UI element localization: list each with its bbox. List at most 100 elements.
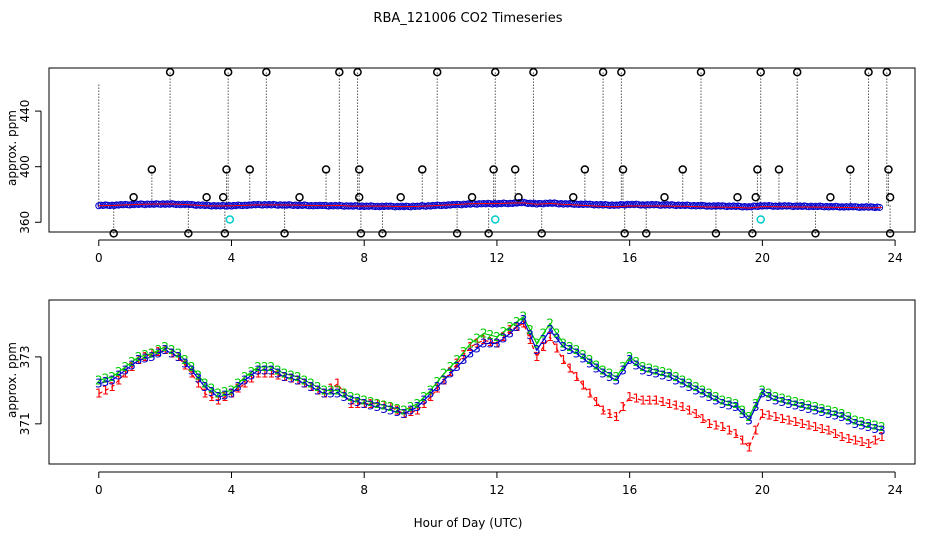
bottom-x-tick-label: 12 <box>489 483 504 497</box>
top-flag-high-point <box>756 67 765 77</box>
bottom-series-1-point: 1 <box>155 345 163 359</box>
bottom-series-1-point: 1 <box>394 403 402 417</box>
top-flag-low-point <box>220 229 230 238</box>
bottom-series-1-point: 1 <box>725 424 733 438</box>
top-flag-mid-point <box>884 165 893 174</box>
bottom-series-2-point: 2 <box>818 402 826 416</box>
bottom-series-2-point: 2 <box>453 353 461 367</box>
bottom-series-1-point: 1 <box>520 316 528 330</box>
bottom-series-2-point: 2 <box>566 340 574 354</box>
bottom-series-1-point: 1 <box>626 390 634 404</box>
bottom-series-1-point: 1 <box>374 397 382 411</box>
top-panel: 0 4 8 12 16 20 24 360 400 440 approx. ppm <box>5 67 916 265</box>
bottom-series-1-point: 1 <box>606 407 614 421</box>
bottom-series-1-point: 1 <box>261 367 269 381</box>
bottom-series-1-point: 1 <box>161 343 169 357</box>
top-flag-near-point <box>396 193 405 202</box>
bottom-series-1-point: 1 <box>367 397 375 411</box>
bottom-series-3-point: 3 <box>745 413 753 427</box>
top-x-tick-label: 24 <box>887 251 902 265</box>
bottom-series-3-point: 3 <box>347 393 355 407</box>
top-flag-near-point <box>295 193 304 202</box>
bottom-series-2-point: 2 <box>639 360 647 374</box>
top-flag-near-point <box>660 193 669 202</box>
bottom-series-1-point: 1 <box>672 398 680 412</box>
bottom-series-1-point: 1 <box>427 390 435 404</box>
bottom-series-2-point: 2 <box>493 330 501 344</box>
bottom-series-3-point: 3 <box>792 398 800 412</box>
bottom-series-3-point: 3 <box>865 420 873 434</box>
bottom-series-3-point: 3 <box>380 402 388 416</box>
bottom-series-3-point: 3 <box>739 407 747 421</box>
bottom-series-1-point: 1 <box>453 357 461 371</box>
top-flag-mid-point <box>245 165 254 174</box>
bottom-series-1-point: 1 <box>825 424 833 438</box>
bottom-series-3-point: 3 <box>274 367 282 381</box>
bottom-y-axis-title: approx. ppm <box>5 342 19 418</box>
bottom-series-2-point: 2 <box>812 400 820 414</box>
bottom-series-3-point: 3 <box>301 377 309 391</box>
bottom-series-1-point: 1 <box>759 407 767 421</box>
bottom-series-2-point: 2 <box>739 403 747 417</box>
bottom-series-1-point: 1 <box>473 337 481 351</box>
bottom-series-2-point: 2 <box>334 383 342 397</box>
top-flag-high-point <box>432 67 442 77</box>
bottom-series-3-point: 3 <box>540 333 548 347</box>
top-flag-high-point <box>598 67 608 77</box>
bottom-series-1-point: 1 <box>440 373 448 387</box>
bottom-series-1-point: 1 <box>599 403 607 417</box>
bottom-series-2-point: 2 <box>533 337 541 351</box>
top-flag-mid-point <box>489 165 498 174</box>
bottom-series-3-point: 3 <box>818 405 826 419</box>
bottom-series-2-point: 2 <box>135 350 143 364</box>
bottom-series-3-point: 3 <box>394 405 402 419</box>
bottom-series-3-point: 3 <box>679 377 687 391</box>
top-flag-high-point <box>864 67 873 77</box>
bottom-series-3-point: 3 <box>825 407 833 421</box>
bottom-series-1-point: 1 <box>447 365 455 379</box>
bottom-series-2-point: 2 <box>327 383 335 397</box>
bottom-series-1-point: 1 <box>878 430 886 444</box>
bottom-series-2-point: 2 <box>546 316 554 330</box>
bottom-x-tick-label: 20 <box>755 483 770 497</box>
bottom-series-3-point: 3 <box>95 377 103 391</box>
top-flag-near-point <box>885 193 895 202</box>
bottom-series-1-point: 1 <box>208 390 216 404</box>
top-flag-low-point <box>109 229 118 238</box>
bottom-series-2-point: 2 <box>141 348 149 362</box>
bottom-series-3-point: 3 <box>261 363 269 377</box>
top-baseline-point <box>617 200 625 208</box>
top-x-tick-label: 12 <box>489 251 504 265</box>
bottom-series-3-point: 3 <box>759 387 767 401</box>
bottom-series-2-point: 2 <box>214 387 222 401</box>
bottom-series-3-point: 3 <box>666 370 674 384</box>
bottom-series-2-point: 2 <box>632 355 640 369</box>
bottom-series-3-point: 3 <box>128 358 136 372</box>
top-x-tick-label: 0 <box>95 251 103 265</box>
top-flag-high-point <box>353 67 362 77</box>
bottom-series-1-point: 1 <box>500 330 508 344</box>
top-flag-mid-point <box>321 165 331 174</box>
bottom-series-2-point: 2 <box>347 390 355 404</box>
bottom-series-3-point: 3 <box>785 397 793 411</box>
top-flag-low-point <box>620 229 629 238</box>
top-flag-high-point <box>882 67 892 77</box>
bottom-series-1-point: 1 <box>871 434 879 448</box>
bottom-series-3-point: 3 <box>851 417 859 431</box>
top-flag-high-point <box>696 67 706 77</box>
bottom-series-2-point: 2 <box>340 387 348 401</box>
bottom-series-2-point: 2 <box>759 383 767 397</box>
bottom-series-3-point: 3 <box>593 362 601 376</box>
bottom-series-1-point: 1 <box>546 330 554 344</box>
bottom-series-2-point: 2 <box>447 360 455 374</box>
bottom-series-2-point: 2 <box>155 343 163 357</box>
bottom-series-3-point: 3 <box>798 400 806 414</box>
bottom-series-2-point: 2 <box>486 328 494 342</box>
bottom-series-2-point: 2 <box>228 383 236 397</box>
bottom-series-3-point: 3 <box>566 343 574 357</box>
bottom-series-2-point: 2 <box>95 373 103 387</box>
bottom-series-2-point: 2 <box>672 370 680 384</box>
bottom-series-3-point: 3 <box>294 373 302 387</box>
bottom-series-1-point: 1 <box>752 424 760 438</box>
